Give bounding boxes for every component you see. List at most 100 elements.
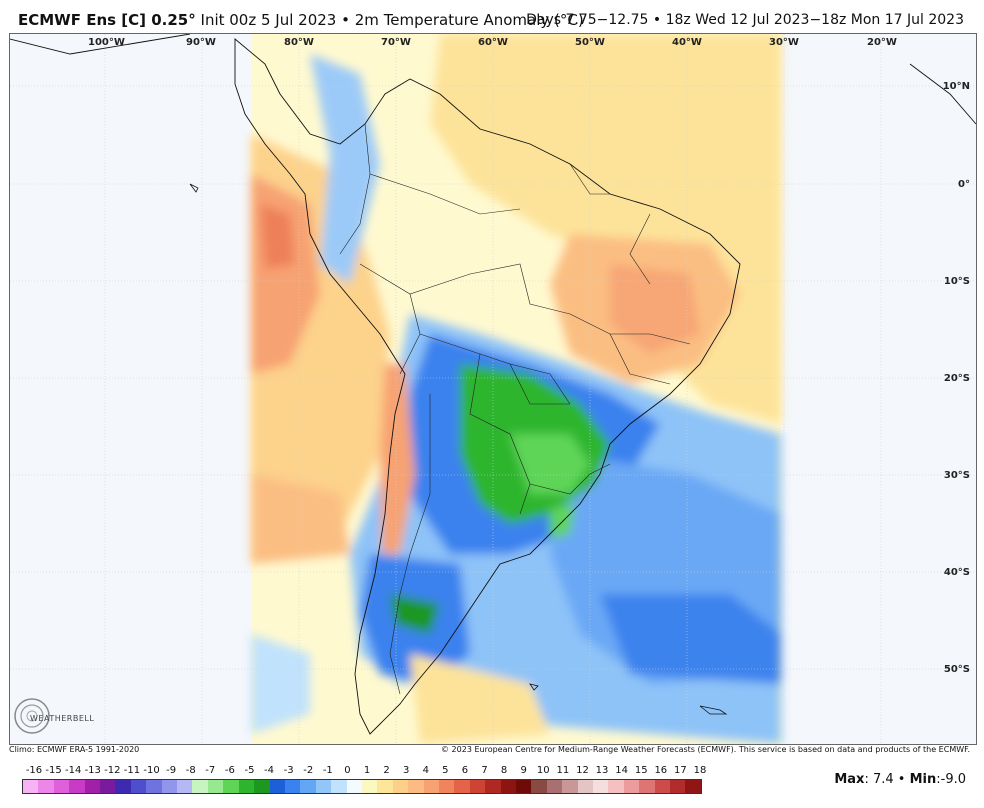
- colorbar-swatch: [146, 780, 162, 793]
- colorbar-swatch: [207, 780, 224, 793]
- colorbar-tick-label: -9: [166, 765, 177, 776]
- colorbar-tick-label: 3: [402, 765, 410, 776]
- lon-label: 50°W: [575, 37, 605, 48]
- product-name: 2m Temperature Anomaly (°C): [354, 11, 584, 29]
- climo-note: Climo: ECMWF ERA-5 1991-2020: [9, 745, 140, 754]
- weatherbell-logo: [14, 698, 50, 734]
- colorbar-swatch: [130, 780, 147, 793]
- colorbar-tick-label: 5: [442, 765, 449, 776]
- colorbar-swatch: [331, 780, 347, 793]
- colorbar-swatch: [269, 780, 285, 793]
- colorbar-tick-label: 2: [383, 765, 390, 776]
- max-min-stats: Max: 7.4 • Min:-9.0: [834, 772, 966, 787]
- colorbar-swatch: [608, 780, 624, 793]
- colorbar-tick-label: 4: [422, 765, 429, 776]
- lon-label: 80°W: [284, 37, 314, 48]
- lon-label: 40°W: [672, 37, 702, 48]
- colorbar-swatch: [84, 780, 101, 793]
- colorbar-swatch: [53, 780, 70, 793]
- coastlines: [10, 34, 976, 735]
- colorbar-swatch: [438, 780, 455, 793]
- colorbar-swatch: [254, 780, 270, 793]
- colorbar-swatch: [685, 780, 701, 793]
- lon-label: 70°W: [381, 37, 411, 48]
- lon-label: 30°W: [769, 37, 799, 48]
- colorbar-swatch: [177, 780, 193, 793]
- colorbar-swatch: [546, 780, 563, 793]
- lat-label: 50°S: [943, 664, 970, 675]
- colorbar-swatch: [639, 780, 655, 793]
- colorbar-swatch: [593, 780, 609, 793]
- colorbar-tick-label: -13: [84, 765, 101, 776]
- lon-label: 90°W: [186, 37, 216, 48]
- colorbar-tick-label: 17: [674, 765, 687, 776]
- colorbar-tick-label: 9: [520, 765, 527, 776]
- colorbar-tick-label: -1: [322, 765, 333, 776]
- lat-label: 20°S: [943, 373, 970, 384]
- colorbar-tick-label: -4: [264, 765, 275, 776]
- colorbar-swatch: [531, 780, 547, 793]
- colorbar-tick-label: 10: [536, 765, 550, 776]
- anomaly-shading: [251, 34, 781, 744]
- colorbar-tick-label: 18: [693, 765, 707, 776]
- colorbar-ticks: -16 -15 -14 -13 -12 -11 -10 -9 -8 -7 -6 -5 -4 -3 -2 -1 0…: [22, 765, 707, 777]
- max-value: 7.4: [872, 772, 894, 787]
- colorbar-tick-label: -8: [185, 765, 196, 776]
- init-time: Init 00z 5 Jul 2023: [200, 11, 337, 29]
- colorbar-tick-label: -14: [65, 765, 82, 776]
- colorbar-tick-label: 6: [461, 765, 469, 776]
- colorbar-swatch: [361, 780, 378, 793]
- lat-label: 40°S: [943, 567, 970, 578]
- colorbar-tick-label: -5: [244, 765, 255, 776]
- colorbar-swatch: [377, 780, 393, 793]
- colorbar-swatch: [516, 780, 532, 793]
- colorbar-swatch: [454, 780, 470, 793]
- lat-label: 30°S: [943, 470, 970, 481]
- lon-label: 100°W: [88, 37, 125, 48]
- colorbar-tick-label: 1: [363, 765, 371, 776]
- country-borders: [339, 123, 691, 695]
- colorbar-tick-label: -7: [205, 765, 216, 776]
- colorbar-swatch: [100, 780, 116, 793]
- colorbar-tick-label: 13: [595, 765, 609, 776]
- colorbar-tick-label: 15: [634, 765, 648, 776]
- copyright-note: © 2023 European Centre for Medium-Range …: [441, 745, 970, 754]
- valid-period: Days 7.75−12.75 • 18z Wed 12 Jul 2023−18…: [526, 12, 964, 28]
- min-value: -9.0: [940, 772, 966, 787]
- colorbar-swatch: [161, 780, 178, 793]
- graticule: [10, 34, 976, 744]
- colorbar-swatch: [469, 780, 486, 793]
- colorbar-tick-label: -12: [104, 765, 121, 776]
- colorbar-tick-label: 11: [556, 765, 570, 776]
- colorbar-tick-label: 16: [654, 765, 668, 776]
- colorbar-swatch: [670, 780, 686, 793]
- colorbar-tick-label: 8: [500, 765, 508, 776]
- colorbar-swatch: [408, 780, 424, 793]
- colorbar-swatch: [192, 780, 208, 793]
- colorbar-swatch: [284, 780, 301, 793]
- colorbar-swatch: [238, 780, 255, 793]
- colorbar-tick-label: -10: [143, 765, 160, 776]
- colorbar-tick-label: -2: [303, 765, 314, 776]
- colorbar-tick-label: 7: [481, 765, 488, 776]
- colorbar-tick-label: -11: [123, 765, 141, 776]
- colorbar-swatch: [423, 780, 439, 793]
- colorbar-swatch: [577, 780, 594, 793]
- colorbar-swatch: [562, 780, 578, 793]
- lat-label: 10°N: [942, 81, 970, 92]
- colorbar-swatch: [300, 780, 316, 793]
- colorbar-swatch: [654, 780, 671, 793]
- colorbar-swatch: [500, 780, 516, 793]
- colorbar-swatch: [69, 780, 85, 793]
- colorbar: [22, 779, 702, 794]
- colorbar-swatch: [346, 780, 362, 793]
- colorbar-swatch: [315, 780, 332, 793]
- map-panel: 100°W 90°W 80°W 70°W 60°W 50°W 40°W 30°W…: [9, 33, 977, 745]
- colorbar-tick-label: -15: [45, 765, 62, 776]
- colorbar-tick-label: 14: [615, 765, 629, 776]
- colorbar-swatch: [38, 780, 54, 793]
- colorbar-tick-label: 0: [344, 765, 351, 776]
- lat-label: 10°S: [943, 276, 970, 287]
- lat-label: 0°: [958, 179, 970, 190]
- lon-label: 60°W: [478, 37, 508, 48]
